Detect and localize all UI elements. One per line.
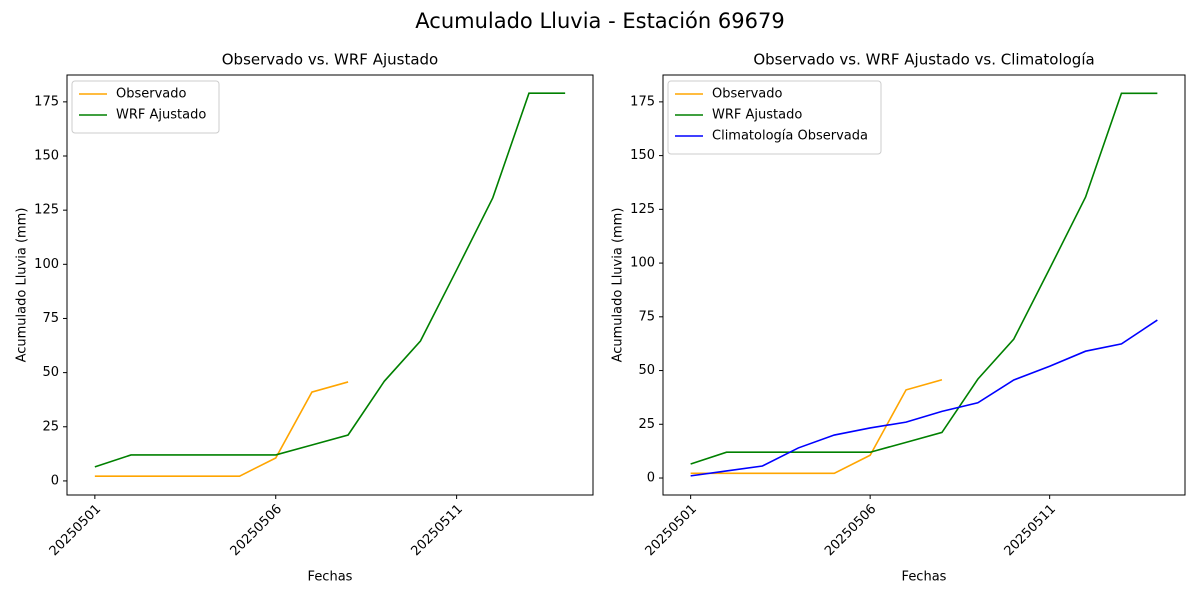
series-line (94, 92, 566, 468)
y-tick-label: 75 (42, 311, 59, 326)
y-tick-label: 75 (638, 309, 655, 324)
legend-label: WRF Ajustado (116, 108, 206, 123)
y-tick-label: 25 (42, 419, 59, 434)
x-tick-label: 20250511 (409, 502, 466, 559)
y-tick-label: 25 (638, 417, 655, 432)
figure-title: Acumulado Lluvia - Estación 69679 (415, 9, 784, 33)
y-tick-label: 100 (34, 257, 59, 272)
legend: Observado WRF Ajustado (71, 80, 220, 134)
axes-title: Observado vs. WRF Ajustado vs. Climatolo… (753, 51, 1094, 69)
x-tick-label: 20250511 (1002, 502, 1059, 559)
x-axis-label: Fechas (902, 570, 947, 585)
x-tick-label: 20250506 (228, 502, 285, 559)
y-axis-label: Acumulado Lluvia (mm) (611, 208, 626, 363)
y-tick-label: 150 (630, 148, 655, 163)
axes-frame (66, 74, 594, 496)
series-line (690, 379, 943, 475)
x-axis-label: Fechas (308, 570, 353, 585)
legend-frame (667, 80, 882, 155)
legend-label: Observado (712, 87, 783, 102)
legend-label: Observado (116, 87, 187, 102)
y-tick-label: 50 (638, 363, 655, 378)
legend: Observado WRF Ajustado Climatología Observ… (667, 80, 882, 155)
axes-title: Observado vs. WRF Ajustado (222, 51, 438, 69)
axes-frame (662, 74, 1186, 496)
legend-label: Climatología Observada (712, 129, 868, 144)
x-tick-label: 20250506 (822, 502, 879, 559)
y-tick-label: 175 (630, 94, 655, 109)
series-line (690, 92, 1158, 465)
series-line (94, 381, 349, 477)
y-tick-label: 0 (51, 473, 59, 488)
series-line (690, 319, 1158, 477)
y-tick-label: 100 (630, 256, 655, 271)
legend-label: WRF Ajustado (712, 108, 802, 123)
x-tick-label: 20250501 (643, 502, 700, 559)
y-tick-label: 50 (42, 365, 59, 380)
y-tick-label: 150 (34, 149, 59, 164)
y-tick-label: 125 (34, 203, 59, 218)
y-tick-label: 175 (34, 94, 59, 109)
y-axis-label: Acumulado Lluvia (mm) (15, 208, 30, 363)
legend-frame (71, 80, 220, 134)
x-tick-label: 20250501 (47, 502, 104, 559)
y-tick-label: 125 (630, 202, 655, 217)
y-tick-label: 0 (647, 471, 655, 486)
